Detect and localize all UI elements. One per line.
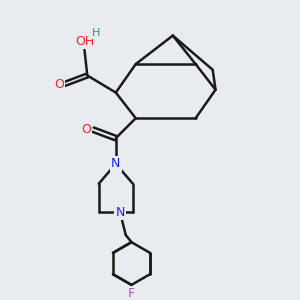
Text: H: H: [92, 28, 100, 38]
Text: OH: OH: [75, 35, 94, 48]
Text: F: F: [128, 287, 135, 300]
Text: N: N: [111, 157, 121, 170]
Text: O: O: [81, 123, 91, 136]
Text: O: O: [54, 77, 64, 91]
Text: N: N: [116, 206, 125, 219]
